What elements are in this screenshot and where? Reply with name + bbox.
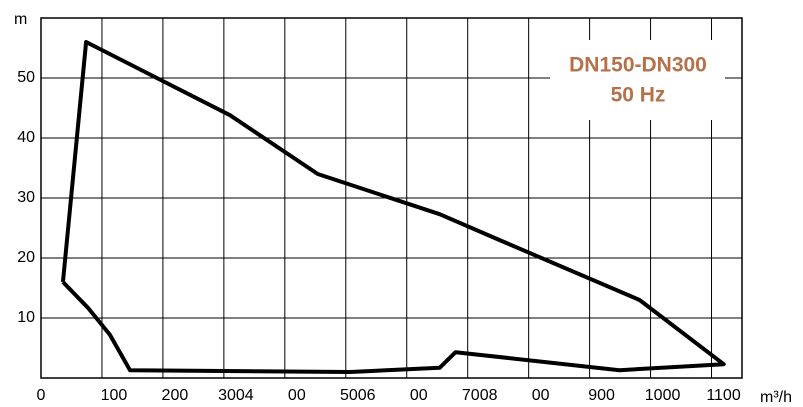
y-tick-label: 50 (17, 69, 35, 86)
x-tick-label: 5006 (340, 387, 376, 404)
annotation: DN150-DN300 (569, 54, 707, 77)
annotation: 50 Hz (611, 84, 666, 107)
x-tick-label: 3004 (218, 387, 254, 404)
y-unit: m (14, 11, 27, 28)
x-tick-label: 1000 (645, 387, 681, 404)
x-tick-label: 00 (410, 387, 428, 404)
y-tick-label: 30 (17, 189, 35, 206)
y-tick-label: 20 (17, 249, 35, 266)
x-tick-label: 00 (532, 387, 550, 404)
x-tick-label: 7008 (462, 387, 498, 404)
x-unit: m³/h (760, 389, 792, 406)
envelope-line (60, 40, 726, 374)
x-tick-label: 200 (162, 387, 189, 404)
x-tick-label: 00 (288, 387, 306, 404)
annotation-bg (550, 40, 725, 120)
x-tick-label: 900 (588, 387, 615, 404)
x-tick-label: 0 (37, 387, 46, 404)
x-tick-label: 100 (101, 387, 128, 404)
y-tick-label: 10 (17, 309, 35, 326)
y-tick-label: 40 (17, 129, 35, 146)
x-tick-label: 1100 (706, 387, 741, 404)
